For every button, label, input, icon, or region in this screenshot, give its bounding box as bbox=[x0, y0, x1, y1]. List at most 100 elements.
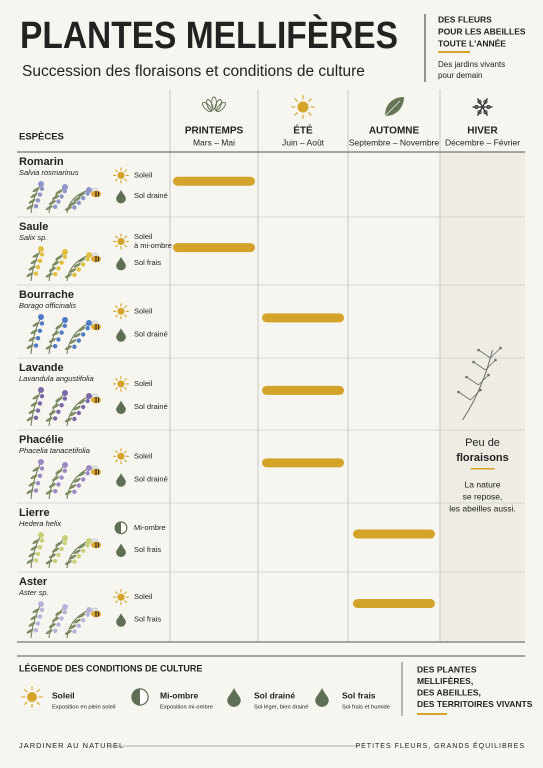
sun-ray bbox=[115, 450, 118, 454]
half-fill bbox=[115, 521, 121, 534]
leaf bbox=[26, 204, 34, 210]
stem bbox=[30, 461, 42, 500]
season-name: PRINTEMPS bbox=[185, 126, 244, 137]
stem bbox=[66, 254, 90, 282]
leaf bbox=[32, 394, 40, 400]
blossom bbox=[76, 267, 82, 272]
leaf bbox=[78, 471, 86, 477]
soil: Sol frais bbox=[134, 258, 161, 267]
blossom bbox=[85, 257, 90, 262]
soil: Sol frais bbox=[134, 615, 161, 624]
twig bbox=[478, 347, 501, 359]
winter-shade bbox=[440, 152, 525, 642]
sun-ray bbox=[124, 378, 127, 381]
winter-text: les abeilles aussi. bbox=[449, 503, 516, 513]
blossom bbox=[72, 344, 77, 349]
leaf bbox=[55, 541, 63, 547]
title: PLANTES MELLIFÈRES bbox=[20, 13, 398, 57]
blossom bbox=[33, 271, 39, 276]
leaf bbox=[48, 410, 56, 416]
blossom bbox=[35, 621, 41, 626]
leaf bbox=[69, 268, 77, 273]
leaf bbox=[55, 469, 63, 475]
leaf bbox=[30, 193, 38, 198]
blossom bbox=[39, 321, 45, 326]
blossom bbox=[56, 622, 61, 627]
season-icon bbox=[384, 97, 404, 117]
blossom bbox=[53, 204, 58, 209]
bloom-bar bbox=[353, 529, 435, 539]
legend-side: DES PLANTES bbox=[417, 664, 477, 674]
leaf bbox=[30, 545, 38, 551]
icon-sun bbox=[21, 686, 43, 708]
bloom-bar bbox=[173, 176, 255, 186]
season-months: Juin – Août bbox=[282, 137, 325, 147]
blossom bbox=[35, 481, 41, 486]
leaf bbox=[55, 397, 63, 402]
sun-ray bbox=[115, 235, 118, 239]
bud bbox=[494, 358, 497, 362]
blossom bbox=[72, 272, 77, 277]
drop bbox=[116, 256, 126, 271]
twig bbox=[473, 359, 496, 371]
note: Des jardins vivants bbox=[438, 60, 505, 69]
leaf bbox=[73, 478, 81, 483]
flake-tip bbox=[477, 99, 482, 104]
blossom bbox=[86, 320, 92, 326]
blossom bbox=[72, 205, 77, 210]
leaf bbox=[64, 490, 72, 496]
leaf bbox=[48, 267, 56, 272]
stem bbox=[66, 609, 90, 639]
leaf bbox=[28, 265, 36, 271]
leaf bbox=[69, 411, 77, 417]
leaf bbox=[64, 417, 72, 423]
icon-sun bbox=[290, 94, 316, 120]
blossom bbox=[59, 403, 64, 408]
legend-description: Exposition en plein soleil bbox=[52, 705, 115, 711]
blossom bbox=[56, 409, 61, 414]
leaf bbox=[78, 544, 86, 549]
leaf bbox=[48, 553, 56, 559]
blossom bbox=[81, 262, 86, 267]
leaf bbox=[73, 196, 81, 202]
legend-label: Mi-ombre bbox=[160, 690, 199, 700]
icon-drop bbox=[116, 189, 126, 204]
stem bbox=[66, 322, 90, 355]
sun-ray bbox=[36, 689, 40, 693]
leaf bbox=[30, 615, 38, 620]
icon-sun bbox=[112, 233, 130, 250]
sun-core bbox=[117, 593, 125, 601]
leaf bbox=[30, 329, 38, 335]
petal bbox=[206, 99, 214, 112]
blossom bbox=[33, 488, 39, 493]
sun-ray bbox=[308, 112, 312, 116]
blossom bbox=[85, 398, 90, 404]
blossom bbox=[76, 410, 82, 416]
species-latin: Salvia rosmarinus bbox=[19, 168, 79, 177]
tagline: TOUTE L'ANNÉE bbox=[438, 38, 506, 48]
leaf bbox=[32, 539, 40, 544]
sun-ray bbox=[124, 591, 127, 595]
species-name: Phacélie bbox=[19, 434, 64, 446]
exposure: Soleil bbox=[134, 306, 153, 315]
bud bbox=[477, 348, 480, 352]
season-name: AUTOMNE bbox=[369, 126, 420, 137]
stem bbox=[66, 395, 90, 427]
blossom bbox=[62, 396, 67, 401]
blossom bbox=[62, 535, 68, 541]
stem bbox=[30, 389, 42, 427]
sun-ray bbox=[294, 98, 298, 102]
legend-side: DES TERRITOIRES VIVANTS bbox=[417, 699, 533, 709]
sun-ray bbox=[124, 600, 127, 604]
bloom-bar bbox=[262, 458, 344, 468]
sun-ray bbox=[124, 387, 127, 390]
leaf bbox=[26, 416, 34, 422]
blossom bbox=[38, 314, 44, 320]
species-latin: Borago officinalis bbox=[19, 301, 76, 310]
leaf bbox=[45, 489, 53, 495]
leaf bbox=[52, 403, 60, 409]
leaf bbox=[45, 344, 53, 350]
blossom bbox=[62, 390, 68, 396]
species-latin: Salix sp. bbox=[19, 233, 47, 242]
leaf bbox=[28, 552, 36, 558]
